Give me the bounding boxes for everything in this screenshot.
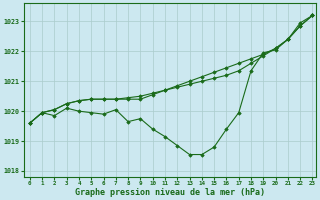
X-axis label: Graphe pression niveau de la mer (hPa): Graphe pression niveau de la mer (hPa) — [75, 188, 265, 197]
